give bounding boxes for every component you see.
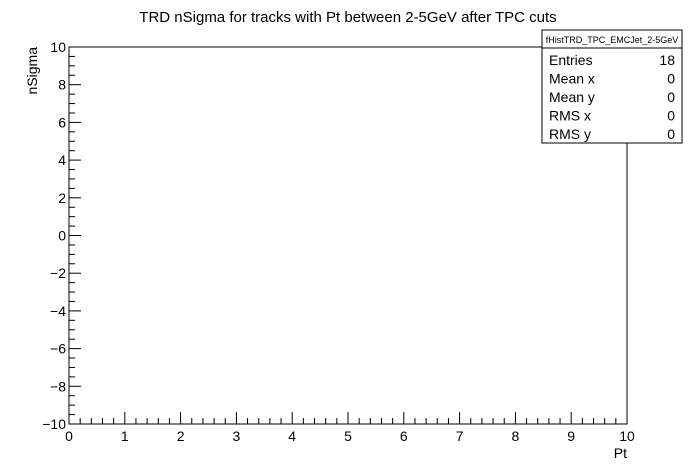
x-tick-label: 5 bbox=[344, 428, 352, 444]
stats-rows: Entries 18 Mean x 0 Mean y 0 RMS x 0 RMS y 0 bbox=[549, 52, 675, 142]
chart-title: TRD nSigma for tracks with Pt between 2-… bbox=[139, 9, 556, 26]
stats-row-label: Entries bbox=[549, 52, 593, 68]
y-tick-label: −4 bbox=[50, 303, 66, 319]
stats-row-value: 0 bbox=[667, 89, 675, 105]
stats-row-value: 18 bbox=[659, 52, 675, 68]
y-tick-label: −8 bbox=[50, 378, 66, 394]
y-axis-label: nSigma bbox=[24, 47, 40, 95]
y-tick-label: 10 bbox=[50, 39, 66, 55]
y-tick-label: 4 bbox=[58, 152, 66, 168]
y-tick-label: 0 bbox=[58, 228, 66, 244]
stats-row-label: RMS y bbox=[549, 126, 591, 142]
y-tick-label: −2 bbox=[50, 265, 66, 281]
stats-box-name: fHistTRD_TPC_EMCJet_2-5GeV bbox=[546, 35, 679, 45]
y-axis-tick-labels: −10 −8 −6 −4 −2 0 2 4 6 8 10 bbox=[42, 39, 66, 432]
y-tick-label: 6 bbox=[58, 114, 66, 130]
x-tick-label: 10 bbox=[619, 428, 635, 444]
y-axis-ticks bbox=[69, 46, 81, 425]
x-tick-label: 1 bbox=[121, 428, 129, 444]
y-tick-label: 2 bbox=[58, 190, 66, 206]
x-tick-label: 8 bbox=[512, 428, 520, 444]
x-tick-label: 7 bbox=[456, 428, 464, 444]
stats-row-value: 0 bbox=[667, 108, 675, 124]
stats-row-label: Mean y bbox=[549, 89, 595, 105]
x-tick-label: 9 bbox=[567, 428, 575, 444]
x-tick-label: 3 bbox=[233, 428, 241, 444]
stats-box: fHistTRD_TPC_EMCJet_2-5GeV Entries 18 Mean… bbox=[541, 29, 683, 144]
stats-row-value: 0 bbox=[667, 126, 675, 142]
x-axis-label: Pt bbox=[614, 445, 627, 461]
stats-row-label: Mean x bbox=[549, 71, 595, 87]
y-tick-label: −10 bbox=[42, 416, 66, 432]
x-axis-tick-labels: 0 1 2 3 4 5 6 7 8 9 10 bbox=[65, 428, 635, 444]
stats-row-label: RMS x bbox=[549, 108, 591, 124]
y-tick-label: −6 bbox=[50, 341, 66, 357]
stats-row-value: 0 bbox=[667, 71, 675, 87]
x-tick-label: 0 bbox=[65, 428, 73, 444]
x-tick-label: 4 bbox=[288, 428, 296, 444]
y-tick-label: 8 bbox=[58, 77, 66, 93]
x-tick-label: 6 bbox=[400, 428, 408, 444]
x-axis-ticks bbox=[68, 412, 628, 424]
x-tick-label: 2 bbox=[177, 428, 185, 444]
